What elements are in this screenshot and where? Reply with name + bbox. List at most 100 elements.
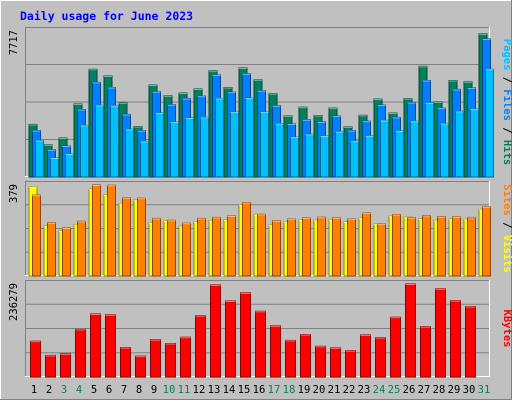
- x-tick-label: 2: [46, 384, 52, 396]
- legend-visits: Visits: [501, 235, 512, 273]
- legend-separator: /: [501, 121, 512, 140]
- x-tick-label: 27: [418, 384, 431, 396]
- bar-sites-day-7: [122, 197, 131, 277]
- legend-files: Files: [501, 89, 512, 121]
- bar-sites-day-26: [407, 217, 416, 277]
- x-tick-label: 1: [31, 384, 37, 396]
- bar-sites-day-2: [47, 222, 56, 277]
- bar-sites-day-18: [287, 218, 296, 277]
- x-tick-label: 5: [91, 384, 97, 396]
- bar-sites-day-17: [272, 220, 281, 277]
- bar-kbytes-day-3: [60, 353, 71, 378]
- x-tick-label: 25: [388, 384, 401, 396]
- panel-1: 7717 Pages / Files / Hits: [8, 27, 512, 178]
- panel-2: 379 Sites / Visits: [8, 181, 512, 277]
- bar-pages-day-2: [50, 157, 59, 178]
- bar-sites-day-12: [197, 217, 206, 277]
- x-tick-label: 17: [268, 384, 281, 396]
- bar-kbytes-day-5: [90, 313, 101, 378]
- x-tick-label: 31: [478, 384, 491, 396]
- x-tick-label: 28: [433, 384, 446, 396]
- bar-pages-day-20: [320, 135, 329, 178]
- bar-pages-day-24: [380, 119, 389, 178]
- bar-pages-day-6: [110, 105, 119, 178]
- bar-sites-day-15: [242, 202, 251, 277]
- x-tick-label: 18: [283, 384, 296, 396]
- x-tick-label: 23: [358, 384, 371, 396]
- x-tick-label: 22: [343, 384, 356, 396]
- bar-pages-day-14: [230, 111, 239, 178]
- x-tick-label: 14: [223, 384, 236, 396]
- bar-pages-day-27: [425, 102, 434, 178]
- bar-kbytes-day-7: [120, 347, 131, 378]
- bar-pages-day-23: [365, 135, 374, 178]
- panels: 7717 Pages / Files / Hits 379 Sites / Visit…: [8, 27, 512, 378]
- bar-sites-day-29: [452, 216, 461, 277]
- bar-kbytes-day-15: [240, 292, 251, 378]
- bar-pages-day-29: [455, 110, 464, 178]
- x-tick-label: 3: [61, 384, 67, 396]
- bar-kbytes-day-29: [450, 300, 461, 378]
- x-tick-label: 10: [163, 384, 176, 396]
- bar-kbytes-day-1: [30, 340, 41, 378]
- bar-kbytes-day-4: [75, 328, 86, 378]
- x-tick-label: 4: [76, 384, 82, 396]
- x-tick-label: 19: [298, 384, 311, 396]
- bar-pages-day-15: [245, 97, 254, 178]
- x-tick-label: 12: [193, 384, 206, 396]
- bar-sites-day-13: [212, 216, 221, 277]
- bar-sites-day-1: [32, 194, 41, 277]
- bar-pages-day-5: [95, 104, 104, 178]
- bar-kbytes-day-16: [255, 310, 266, 378]
- bar-kbytes-day-6: [105, 314, 116, 378]
- bar-pages-day-26: [410, 120, 419, 178]
- y-max-label: 7717: [8, 30, 20, 55]
- bar-sites-day-16: [257, 213, 266, 277]
- bar-pages-day-13: [215, 98, 224, 178]
- bar-pages-day-9: [155, 112, 164, 178]
- x-tick-label: 9: [151, 384, 157, 396]
- x-tick-label: 30: [463, 384, 476, 396]
- bar-pages-day-18: [290, 136, 299, 178]
- bar-pages-day-4: [80, 125, 89, 178]
- bar-kbytes-day-28: [435, 288, 446, 378]
- bar-pages-day-31: [485, 68, 494, 178]
- bar-sites-day-8: [137, 197, 146, 277]
- x-tick-label: 20: [313, 384, 326, 396]
- legend-hits: Hits: [501, 140, 512, 165]
- bar-kbytes-day-2: [45, 354, 56, 378]
- legend-separator: /: [501, 216, 512, 235]
- x-tick-label: 15: [238, 384, 251, 396]
- bar-sites-day-30: [467, 216, 476, 277]
- bar-sites-day-21: [332, 217, 341, 277]
- bar-kbytes-day-23: [360, 334, 371, 378]
- bar-kbytes-day-21: [330, 347, 341, 378]
- x-tick-label: 11: [178, 384, 191, 396]
- bar-pages-day-1: [35, 140, 44, 178]
- bar-pages-day-22: [350, 140, 359, 178]
- bar-kbytes-day-12: [195, 315, 206, 378]
- bar-kbytes-day-27: [420, 326, 431, 378]
- bar-kbytes-day-14: [225, 300, 236, 378]
- x-tick-label: 26: [403, 384, 416, 396]
- bar-kbytes-day-9: [150, 339, 161, 378]
- x-tick-label: 16: [253, 384, 266, 396]
- bar-sites-day-31: [482, 206, 491, 277]
- bar-sites-day-6: [107, 184, 116, 277]
- bar-sites-day-5: [92, 184, 101, 277]
- series-legend: KBytes: [501, 310, 512, 348]
- bar-sites-day-28: [437, 216, 446, 277]
- bar-pages-day-11: [185, 117, 194, 178]
- bar-pages-day-16: [260, 111, 269, 178]
- x-axis-labels: 1 2 3 4 5 6 7 8 9 10 11 12 13 14 15 16 17 18 19 20 21 22 23 24 2…: [31, 384, 490, 396]
- legend-pages: Pages: [501, 39, 512, 71]
- bar-sites-day-10: [167, 219, 176, 277]
- x-tick-label: 13: [208, 384, 221, 396]
- bar-pages-day-8: [140, 140, 149, 178]
- bar-sites-day-22: [347, 218, 356, 277]
- bar-kbytes-day-22: [345, 350, 356, 378]
- bar-kbytes-day-26: [405, 283, 416, 378]
- x-tick-label: 21: [328, 384, 341, 396]
- x-tick-label: 8: [136, 384, 142, 396]
